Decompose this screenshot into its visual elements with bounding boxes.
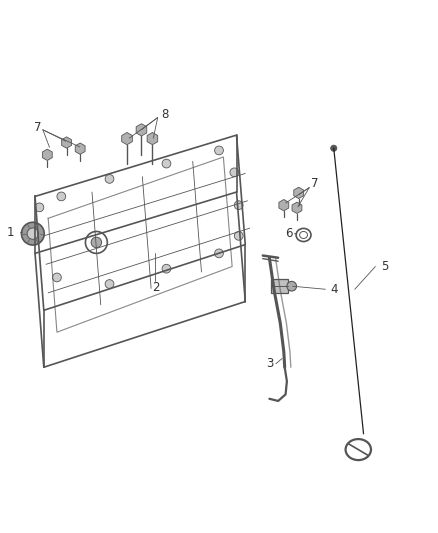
Text: 5: 5 xyxy=(381,260,388,273)
Text: 4: 4 xyxy=(330,283,338,296)
Circle shape xyxy=(215,249,223,258)
Circle shape xyxy=(234,201,243,209)
Circle shape xyxy=(91,237,102,248)
Circle shape xyxy=(287,281,297,291)
Circle shape xyxy=(53,273,61,282)
Circle shape xyxy=(35,203,44,212)
Circle shape xyxy=(57,192,66,201)
Circle shape xyxy=(234,231,243,240)
Circle shape xyxy=(105,174,114,183)
Circle shape xyxy=(27,228,39,239)
Circle shape xyxy=(105,280,114,288)
Text: 2: 2 xyxy=(152,280,159,294)
Circle shape xyxy=(162,159,171,168)
Text: 7: 7 xyxy=(311,177,318,190)
FancyBboxPatch shape xyxy=(271,279,288,293)
Text: 3: 3 xyxy=(267,357,274,370)
Text: 8: 8 xyxy=(161,108,168,120)
Circle shape xyxy=(162,264,171,273)
Text: 6: 6 xyxy=(285,227,293,240)
Text: 1: 1 xyxy=(7,226,14,239)
Text: 7: 7 xyxy=(34,120,42,134)
Circle shape xyxy=(331,145,337,151)
Circle shape xyxy=(230,168,239,177)
Circle shape xyxy=(21,222,44,245)
Circle shape xyxy=(215,146,223,155)
